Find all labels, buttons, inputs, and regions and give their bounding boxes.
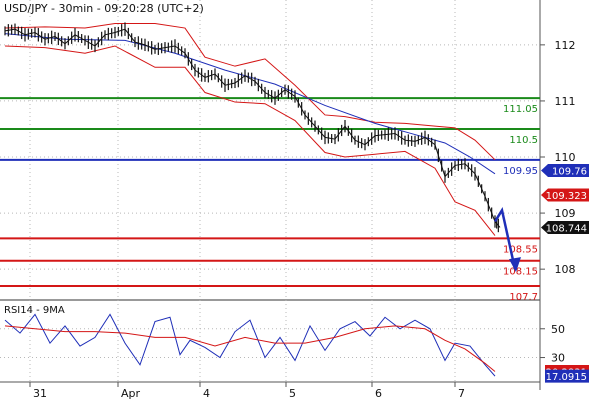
rsi-y-tick-label: 50 (551, 323, 565, 336)
value-badge-label: 17.0915 (546, 372, 587, 383)
value-badge (541, 163, 589, 177)
x-tick-label: Apr (121, 387, 141, 400)
rsi-ma-line (4, 325, 496, 372)
value-badge (541, 220, 589, 234)
value-badge (541, 188, 589, 202)
level-label: 111.05 (503, 104, 538, 115)
lower-band-line (4, 45, 496, 236)
x-tick-labels: 31 Apr 4 5 6 7 (29, 382, 465, 400)
y-tick-label: 108 (555, 263, 576, 276)
forecast-arrow-head (509, 257, 521, 273)
rsi-y-tick-label: 30 (551, 352, 565, 365)
rsi-panel-label: RSI14 - 9MA (4, 305, 65, 316)
x-tick-label: 31 (33, 387, 47, 400)
rsi-line (4, 313, 496, 377)
level-label: 109.95 (503, 166, 538, 177)
x-tick-label: 5 (289, 387, 296, 400)
y-tick-label: 111 (555, 95, 576, 108)
level-label: 107.7 (509, 292, 538, 303)
value-badge-label: 109.76 (552, 166, 587, 177)
support-resistance-levels: 111.05 110.5 109.95 108.55 108.15 107.7 (0, 97, 540, 303)
price-line (4, 28, 501, 228)
value-badge-label: 108.744 (546, 223, 587, 234)
upper-band-line (4, 23, 496, 161)
value-badge-label: 109.323 (546, 191, 587, 202)
level-label: 110.5 (509, 135, 538, 146)
rsi-series-group (4, 313, 496, 377)
x-tick-label: 6 (375, 387, 382, 400)
y-tick-label: 112 (555, 39, 576, 52)
x-tick-label: 7 (458, 387, 465, 400)
level-label: 108.15 (503, 267, 538, 278)
y-tick-label: 110 (555, 151, 576, 164)
y-tick-labels: 112 111 110 109 108 50 30 (540, 39, 576, 365)
level-label: 108.55 (503, 244, 538, 255)
chart-title: USD/JPY - 30min - 09:20:28 (UTC+2) (4, 2, 204, 15)
moving-average-line (4, 33, 496, 175)
y-tick-label: 109 (555, 207, 576, 220)
value-badge (545, 369, 589, 383)
price-series-group (4, 22, 521, 273)
x-tick-label: 4 (203, 387, 210, 400)
forecast-arrow-line (493, 207, 517, 270)
